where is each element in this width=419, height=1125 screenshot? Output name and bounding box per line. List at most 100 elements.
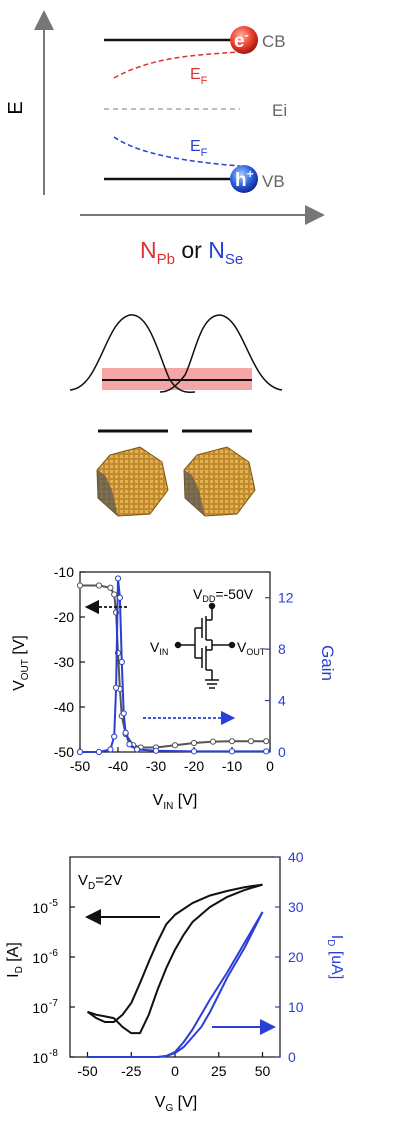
ei-label: Ei bbox=[272, 101, 287, 120]
chart2-y-tick-exponent: -5 bbox=[49, 898, 58, 909]
chart1-data-point bbox=[95, 748, 103, 756]
chart1-data-point bbox=[171, 742, 179, 749]
chart1-vout-label: VOUT bbox=[237, 639, 266, 657]
hole-ball bbox=[230, 165, 258, 193]
chart2-y2-tick-label: 20 bbox=[288, 949, 304, 965]
chart1-x-tick-label: -30 bbox=[146, 758, 166, 774]
chart2-x-tick-label: 50 bbox=[255, 1063, 271, 1079]
overlap-diagram bbox=[69, 314, 283, 517]
chart1-series-line-0 bbox=[80, 584, 267, 749]
chart1-data-point bbox=[152, 747, 160, 754]
chart1-series bbox=[76, 575, 270, 756]
chart2-series-line-2 bbox=[87, 911, 264, 1058]
gaussian-left bbox=[69, 314, 196, 393]
chart2-y2-axis-label: ID [uA] bbox=[325, 935, 345, 980]
vb-label: VB bbox=[262, 172, 285, 191]
electron-ball bbox=[230, 26, 258, 54]
chart1-data-point bbox=[118, 658, 125, 666]
fermi-level-p-curve bbox=[113, 136, 241, 167]
chart2-x-tick-label: 25 bbox=[211, 1063, 227, 1079]
chart2-y2-tick-label: 40 bbox=[288, 849, 304, 865]
chart1-y2-tick-label: 8 bbox=[278, 641, 286, 657]
chart1-data-point bbox=[263, 748, 270, 755]
chart1-x-tick-label: -50 bbox=[70, 758, 90, 774]
chart1-y2-axis-label: Gain bbox=[318, 645, 337, 681]
chart1-data-point bbox=[247, 738, 255, 745]
chart1-vin-label: VIN bbox=[150, 639, 168, 657]
nanocrystal-right bbox=[183, 446, 256, 517]
chart2-vd-annotation: VD=2V bbox=[78, 872, 122, 892]
chart2-y-tick-exponent: -8 bbox=[49, 1048, 58, 1059]
chart1-data-point bbox=[114, 575, 122, 582]
chart1-data-point bbox=[126, 741, 133, 748]
chart1-data-point bbox=[263, 738, 270, 745]
chart1-data-point bbox=[116, 594, 124, 601]
chart1-y2-tick-label: 4 bbox=[278, 693, 286, 709]
chart1-data-point bbox=[95, 582, 103, 589]
chart1-y-tick-label: -50 bbox=[54, 744, 74, 760]
ef-label-n: EF bbox=[190, 66, 208, 87]
chart1-x-tick-label: 0 bbox=[266, 758, 274, 774]
chart2-y2-tick-label: 0 bbox=[288, 1049, 296, 1065]
chart1-x-tick-label: -20 bbox=[184, 758, 204, 774]
electron-label: e- bbox=[234, 28, 249, 52]
hole-label: h+ bbox=[235, 167, 254, 191]
chart2-series bbox=[86, 883, 264, 1058]
chart1-data-point bbox=[190, 748, 198, 755]
chart1-data-point bbox=[228, 738, 236, 745]
chart1-data-point bbox=[120, 710, 127, 717]
chart1-data-point bbox=[111, 591, 118, 598]
chart2-y-tick-exponent: -6 bbox=[49, 948, 58, 959]
chart1-data-point bbox=[107, 584, 114, 591]
chart2-series-line-3 bbox=[87, 911, 264, 1058]
chart2-x-tick-label: -50 bbox=[77, 1063, 97, 1079]
chart1-ticks: -50 -40 -30 -20 -10 0 -10 -20 -30 -40 -50 12 8 4 0 bbox=[54, 564, 294, 774]
chart2-y2-tick-label: 30 bbox=[288, 899, 304, 915]
band-diagram: E e- h+ CB VB Ei EF EF NPb or NSe bbox=[5, 10, 325, 268]
ef-label-p: EF bbox=[190, 138, 208, 159]
chart1-data-point bbox=[190, 739, 198, 747]
chart1-data-point bbox=[209, 738, 217, 745]
energy-axis-label: E bbox=[5, 101, 27, 114]
chart2-y-tick-label: 10 bbox=[32, 1050, 48, 1066]
chart1-y-tick-label: -10 bbox=[54, 564, 74, 580]
chart1-vdd-annotation: VDD=-50V bbox=[193, 586, 254, 604]
chart2-y-axis-label: ID [A] bbox=[5, 942, 25, 978]
chart1-y-axis-label: VOUT [V] bbox=[11, 635, 31, 691]
cb-label: CB bbox=[262, 32, 286, 51]
chart2-y-tick-label: 10 bbox=[32, 1000, 48, 1016]
chart1-x-axis-label: VIN [V] bbox=[153, 792, 198, 812]
chart1-y2-tick-label: 12 bbox=[278, 590, 294, 606]
chart1-x-tick-label: -40 bbox=[108, 758, 128, 774]
chart2-y-tick-exponent: -7 bbox=[49, 998, 58, 1009]
chart2-y2-tick-label: 10 bbox=[288, 999, 304, 1015]
gaussian-right bbox=[159, 314, 283, 393]
chart2-x-tick-label: 0 bbox=[171, 1063, 179, 1079]
chart1-data-point bbox=[113, 684, 120, 691]
inverter-circuit-icon bbox=[174, 602, 236, 689]
nanocrystal-left bbox=[96, 446, 169, 517]
chart1-y-tick-label: -20 bbox=[54, 609, 74, 625]
chart1-data-point bbox=[133, 746, 141, 753]
chart1-data-point bbox=[228, 748, 236, 755]
chart2-y-tick-label: 10 bbox=[32, 900, 48, 916]
chart1-data-point bbox=[76, 748, 84, 756]
chart2-x-tick-label: -25 bbox=[121, 1063, 141, 1079]
chart1-y-tick-label: -40 bbox=[54, 699, 74, 715]
chart2-series-line-1 bbox=[87, 883, 263, 1035]
chart1-data-point bbox=[122, 729, 129, 736]
chart2-x-axis-label: VG [V] bbox=[155, 1094, 197, 1114]
band-caption: NPb or NSe bbox=[140, 237, 243, 268]
chart1-y2-tick-label: 0 bbox=[278, 744, 286, 760]
chart1-x-tick-label: -10 bbox=[222, 758, 242, 774]
inverter-chart: -50 -40 -30 -20 -10 0 -10 -20 -30 -40 -50 12 8 4 0 VOU… bbox=[11, 564, 337, 812]
chart2-series-line-0 bbox=[86, 883, 263, 1024]
chart1-data-point bbox=[111, 733, 118, 740]
chart1-data-point bbox=[107, 746, 114, 753]
chart1-series-line-1 bbox=[80, 578, 267, 753]
chart2-y-tick-label: 10 bbox=[32, 950, 48, 966]
chart1-y-tick-label: -30 bbox=[54, 654, 74, 670]
